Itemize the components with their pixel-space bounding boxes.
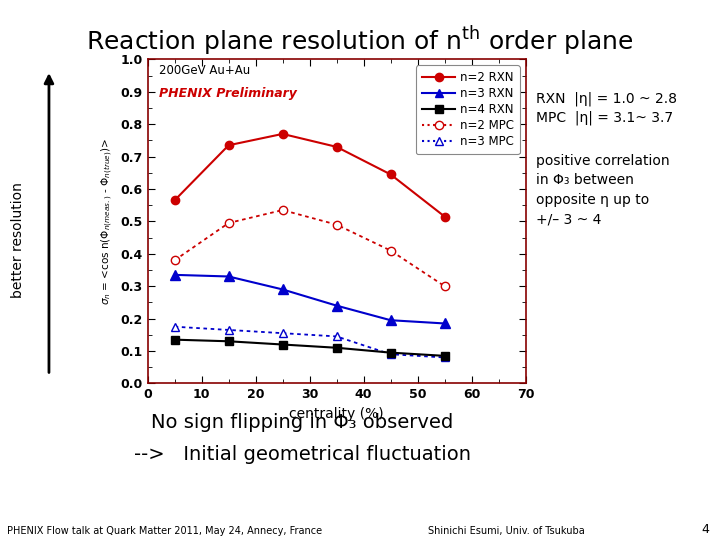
Text: better resolution: better resolution: [11, 183, 25, 298]
Text: PHENIX Flow talk at Quark Matter 2011, May 24, Annecy, France: PHENIX Flow talk at Quark Matter 2011, M…: [7, 525, 323, 536]
Text: Reaction plane resolution of n$^{\mathregular{th}}$ order plane: Reaction plane resolution of n$^{\mathre…: [86, 24, 634, 58]
Text: -->   Initial geometrical fluctuation: --> Initial geometrical fluctuation: [134, 446, 471, 464]
Text: Shinichi Esumi, Univ. of Tsukuba: Shinichi Esumi, Univ. of Tsukuba: [428, 525, 585, 536]
Text: 4: 4: [701, 523, 709, 536]
Y-axis label: $\sigma_n$ = <cos n($\Phi_{n(meas.)}$ - $\Phi_{n(true)}$)>: $\sigma_n$ = <cos n($\Phi_{n(meas.)}$ - …: [99, 138, 115, 305]
Legend: n=2 RXN, n=3 RXN, n=4 RXN, n=2 MPC, n=3 MPC: n=2 RXN, n=3 RXN, n=4 RXN, n=2 MPC, n=3 …: [416, 65, 520, 154]
Text: 200GeV Au+Au: 200GeV Au+Au: [159, 64, 250, 77]
Text: RXN  |η| = 1.0 ~ 2.8: RXN |η| = 1.0 ~ 2.8: [536, 92, 678, 106]
Text: No sign flipping in Φ₃ observed: No sign flipping in Φ₃ observed: [151, 413, 454, 432]
Text: MPC  |η| = 3.1~ 3.7: MPC |η| = 3.1~ 3.7: [536, 111, 673, 125]
Text: PHENIX Preliminary: PHENIX Preliminary: [159, 87, 297, 100]
Text: positive correlation
in Φ₃ between
opposite η up to
+/– 3 ~ 4: positive correlation in Φ₃ between oppos…: [536, 154, 670, 226]
X-axis label: centrality (%): centrality (%): [289, 407, 384, 421]
